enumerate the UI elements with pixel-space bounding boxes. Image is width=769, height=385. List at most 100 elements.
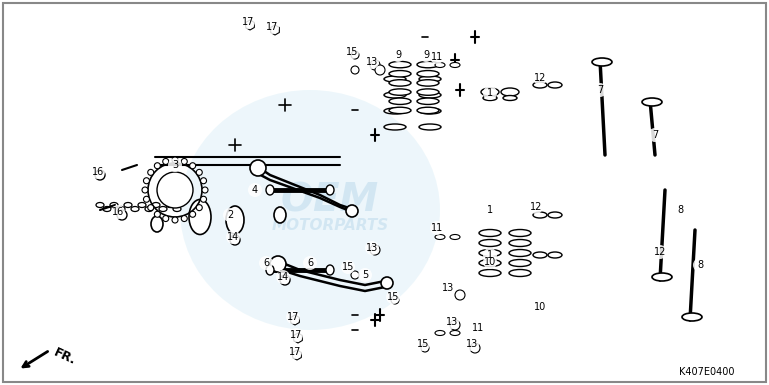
Circle shape: [144, 178, 149, 184]
Text: 15: 15: [346, 47, 358, 57]
Ellipse shape: [103, 206, 111, 211]
Ellipse shape: [389, 70, 411, 77]
Ellipse shape: [326, 265, 334, 275]
Text: 6: 6: [263, 258, 269, 268]
Text: 2: 2: [227, 210, 233, 220]
Ellipse shape: [682, 313, 702, 321]
Ellipse shape: [509, 270, 531, 276]
Ellipse shape: [145, 206, 153, 211]
Ellipse shape: [479, 270, 501, 276]
Circle shape: [673, 203, 687, 217]
Circle shape: [292, 317, 298, 323]
Circle shape: [148, 205, 154, 211]
Text: 15: 15: [387, 292, 399, 302]
Ellipse shape: [326, 185, 334, 195]
Text: 7: 7: [652, 130, 658, 140]
Circle shape: [465, 337, 479, 351]
Circle shape: [483, 203, 497, 217]
Text: 17: 17: [287, 312, 299, 322]
Text: 5: 5: [362, 270, 368, 280]
Text: 11: 11: [431, 223, 443, 233]
Ellipse shape: [389, 107, 411, 114]
Ellipse shape: [384, 76, 406, 82]
Circle shape: [365, 55, 379, 69]
Circle shape: [276, 270, 290, 284]
Ellipse shape: [548, 252, 562, 258]
Circle shape: [381, 277, 393, 289]
Ellipse shape: [652, 273, 672, 281]
Text: 12: 12: [534, 73, 546, 83]
Circle shape: [351, 271, 359, 279]
Ellipse shape: [450, 62, 460, 67]
Ellipse shape: [417, 70, 439, 77]
Circle shape: [95, 170, 105, 180]
Text: 6: 6: [307, 258, 313, 268]
Circle shape: [286, 310, 300, 324]
Circle shape: [259, 256, 273, 270]
Ellipse shape: [419, 108, 441, 114]
Ellipse shape: [189, 199, 211, 234]
Text: 1: 1: [487, 205, 493, 215]
Text: 9: 9: [395, 50, 401, 60]
Ellipse shape: [479, 239, 501, 246]
Circle shape: [157, 172, 193, 208]
Circle shape: [455, 290, 465, 300]
Circle shape: [295, 335, 301, 341]
Circle shape: [201, 196, 207, 202]
Text: 7: 7: [597, 85, 603, 95]
Circle shape: [155, 211, 161, 217]
Ellipse shape: [483, 95, 497, 100]
Circle shape: [280, 275, 290, 285]
Ellipse shape: [226, 206, 244, 234]
Ellipse shape: [533, 82, 547, 88]
Ellipse shape: [479, 259, 501, 266]
Ellipse shape: [533, 252, 547, 258]
Ellipse shape: [151, 216, 163, 232]
Ellipse shape: [173, 206, 181, 211]
Ellipse shape: [509, 259, 531, 266]
Circle shape: [202, 187, 208, 193]
Ellipse shape: [548, 82, 562, 88]
Ellipse shape: [435, 62, 445, 67]
Ellipse shape: [110, 203, 118, 208]
Circle shape: [117, 210, 127, 220]
Ellipse shape: [509, 229, 531, 236]
Ellipse shape: [417, 61, 439, 68]
Text: 10: 10: [534, 302, 546, 312]
Ellipse shape: [124, 203, 132, 208]
Circle shape: [248, 183, 262, 197]
Circle shape: [172, 217, 178, 223]
Circle shape: [272, 27, 278, 33]
Ellipse shape: [503, 95, 517, 100]
Circle shape: [653, 245, 667, 259]
Ellipse shape: [384, 92, 406, 98]
Circle shape: [190, 163, 195, 169]
Text: 13: 13: [446, 317, 458, 327]
Text: 16: 16: [92, 167, 104, 177]
Circle shape: [391, 296, 399, 304]
Text: 17: 17: [266, 22, 278, 32]
Circle shape: [386, 290, 400, 304]
Text: K407E0400: K407E0400: [680, 367, 735, 377]
Circle shape: [144, 196, 149, 202]
Circle shape: [445, 315, 459, 329]
Circle shape: [430, 221, 444, 235]
Circle shape: [155, 163, 161, 169]
Circle shape: [289, 328, 303, 342]
Ellipse shape: [131, 206, 139, 211]
Circle shape: [172, 157, 178, 163]
Circle shape: [303, 256, 317, 270]
Circle shape: [250, 160, 266, 176]
Ellipse shape: [417, 89, 439, 95]
Circle shape: [270, 256, 286, 272]
Text: 14: 14: [227, 232, 239, 242]
Text: 8: 8: [697, 260, 703, 270]
Ellipse shape: [592, 58, 612, 66]
Ellipse shape: [384, 108, 406, 114]
Text: 16: 16: [112, 207, 124, 217]
Ellipse shape: [266, 185, 274, 195]
Circle shape: [351, 51, 359, 59]
Circle shape: [483, 255, 497, 269]
Circle shape: [226, 230, 240, 244]
Circle shape: [693, 258, 707, 272]
